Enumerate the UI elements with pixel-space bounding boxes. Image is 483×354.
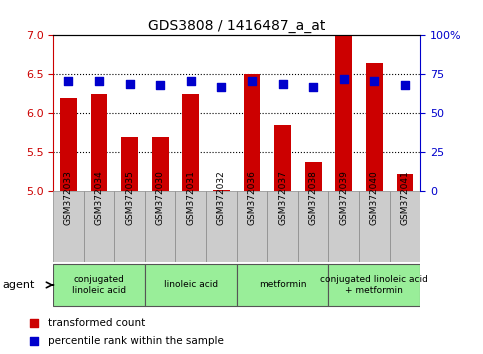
Point: [30, 320, 38, 326]
FancyBboxPatch shape: [237, 264, 328, 306]
FancyBboxPatch shape: [84, 191, 114, 262]
Bar: [121, 137, 138, 191]
Point: [248, 78, 256, 84]
Bar: [366, 63, 383, 191]
Bar: [305, 161, 322, 191]
Bar: [183, 94, 199, 191]
Text: conjugated linoleic acid
+ metformin: conjugated linoleic acid + metformin: [320, 275, 428, 295]
FancyBboxPatch shape: [328, 264, 420, 306]
Text: agent: agent: [2, 280, 35, 290]
Text: GSM372031: GSM372031: [186, 170, 195, 225]
FancyBboxPatch shape: [298, 191, 328, 262]
Point: [401, 82, 409, 88]
Text: GSM372035: GSM372035: [125, 170, 134, 225]
Point: [156, 82, 164, 88]
Text: linoleic acid: linoleic acid: [164, 280, 218, 290]
Point: [279, 81, 286, 86]
Title: GDS3808 / 1416487_a_at: GDS3808 / 1416487_a_at: [148, 19, 326, 33]
Text: GSM372037: GSM372037: [278, 170, 287, 225]
FancyBboxPatch shape: [145, 264, 237, 306]
FancyBboxPatch shape: [145, 191, 175, 262]
FancyBboxPatch shape: [114, 191, 145, 262]
Point: [65, 78, 72, 84]
Text: transformed count: transformed count: [48, 318, 145, 328]
Text: GSM372032: GSM372032: [217, 170, 226, 225]
Point: [217, 84, 225, 90]
Point: [187, 78, 195, 84]
Bar: [152, 137, 169, 191]
Bar: [60, 98, 77, 191]
Bar: [335, 35, 352, 191]
Text: GSM372033: GSM372033: [64, 170, 73, 225]
Point: [126, 81, 133, 86]
Text: GSM372030: GSM372030: [156, 170, 165, 225]
Point: [370, 78, 378, 84]
Text: GSM372038: GSM372038: [309, 170, 318, 225]
FancyBboxPatch shape: [206, 191, 237, 262]
Bar: [397, 174, 413, 191]
Text: GSM372034: GSM372034: [95, 170, 103, 225]
Bar: [274, 125, 291, 191]
FancyBboxPatch shape: [175, 191, 206, 262]
Text: GSM372039: GSM372039: [339, 170, 348, 225]
Bar: [91, 94, 107, 191]
Text: percentile rank within the sample: percentile rank within the sample: [48, 336, 224, 346]
Text: GSM372041: GSM372041: [400, 170, 410, 225]
FancyBboxPatch shape: [390, 191, 420, 262]
FancyBboxPatch shape: [53, 191, 84, 262]
FancyBboxPatch shape: [237, 191, 267, 262]
FancyBboxPatch shape: [359, 191, 390, 262]
FancyBboxPatch shape: [328, 191, 359, 262]
Point: [30, 338, 38, 343]
Point: [309, 84, 317, 90]
Bar: [243, 74, 260, 191]
FancyBboxPatch shape: [53, 264, 145, 306]
Text: GSM372036: GSM372036: [247, 170, 256, 225]
Text: conjugated
linoleic acid: conjugated linoleic acid: [72, 275, 126, 295]
Point: [340, 76, 348, 82]
Bar: [213, 190, 230, 191]
Text: GSM372040: GSM372040: [370, 170, 379, 225]
Point: [95, 78, 103, 84]
FancyBboxPatch shape: [267, 191, 298, 262]
Text: metformin: metformin: [259, 280, 306, 290]
